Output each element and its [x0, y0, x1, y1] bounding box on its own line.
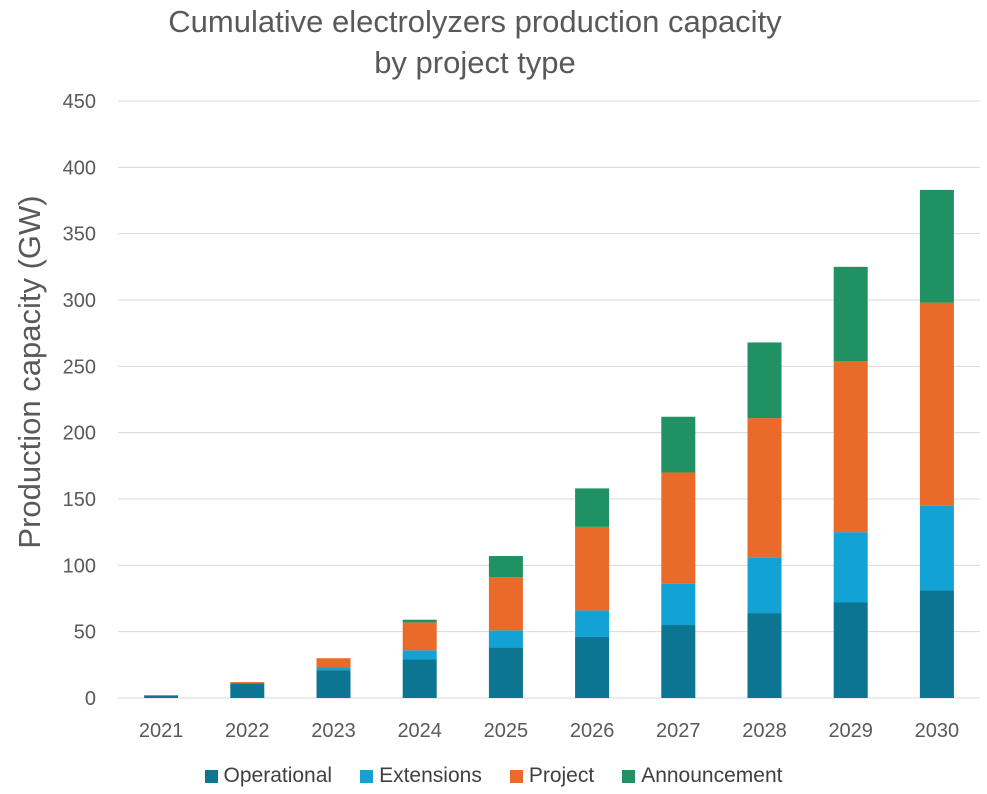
gridlines — [118, 100, 980, 699]
x-tick-labels: 2021 2022 2023 2024 2025 2026 2027 2028 2029 2030 — [139, 720, 959, 742]
legend-label: Operational — [223, 764, 333, 787]
legend-swatch — [509, 769, 523, 783]
bar-segment-extensions-2025 — [488, 630, 523, 648]
bar-segment-project-2029 — [833, 361, 868, 533]
legend: Operational Extensions Project Announcement — [0, 764, 987, 788]
y-tick-label: 250 — [63, 356, 96, 378]
bar-segment-operational-2022 — [230, 683, 265, 698]
legend-label: Project — [528, 764, 595, 787]
y-tick-label: 350 — [63, 224, 96, 246]
y-tick-label: 450 — [63, 91, 96, 113]
legend-swatch — [360, 769, 374, 783]
y-tick-label: 200 — [63, 423, 96, 445]
legend-item-announcement: Announcement — [622, 764, 782, 788]
bar-segment-project-2022 — [230, 682, 265, 684]
x-tick-label: 2028 — [742, 720, 787, 742]
x-tick-label: 2023 — [311, 720, 356, 742]
bar-segment-project-2028 — [747, 418, 782, 558]
bar-segment-operational-2023 — [316, 670, 351, 698]
x-tick-label: 2026 — [570, 720, 615, 742]
bar-segment-operational-2027 — [661, 625, 696, 698]
bar-segment-extensions-2030 — [919, 505, 954, 591]
bar-segment-operational-2028 — [747, 613, 782, 698]
bar-segment-project-2023 — [316, 658, 351, 668]
bar-segment-announcement-2028 — [747, 342, 782, 419]
y-tick-label: 100 — [63, 555, 96, 577]
bar-segment-announcement-2027 — [661, 416, 696, 473]
bar-segment-extensions-2024 — [402, 650, 437, 660]
legend-swatch — [622, 769, 636, 783]
chart-title-line-2: by project type — [374, 45, 576, 80]
x-tick-label: 2021 — [139, 720, 184, 742]
x-tick-label: 2030 — [915, 720, 960, 742]
bar-segment-announcement-2024 — [402, 619, 437, 623]
legend-label: Announcement — [641, 764, 783, 787]
bar-segment-project-2030 — [919, 302, 954, 506]
bar-segment-extensions-2028 — [747, 557, 782, 614]
y-tick-label: 400 — [63, 157, 96, 179]
bar-segment-operational-2025 — [488, 647, 523, 698]
legend-item-operational: Operational — [204, 764, 333, 788]
bar-segment-extensions-2027 — [661, 583, 696, 626]
bars — [144, 189, 954, 698]
x-tick-label: 2029 — [828, 720, 873, 742]
bar-segment-announcement-2029 — [833, 266, 868, 362]
y-axis-label: Production capacity (GW) — [12, 195, 47, 549]
bar-segment-project-2027 — [661, 472, 696, 584]
chart-title-line-1: Cumulative electrolyzers production capa… — [168, 4, 782, 39]
y-tick-label: 150 — [63, 489, 96, 511]
bar-segment-operational-2024 — [402, 659, 437, 698]
bar-segment-announcement-2025 — [488, 556, 523, 578]
bar-segment-project-2025 — [488, 577, 523, 631]
bar-segment-operational-2026 — [575, 636, 610, 698]
bar-segment-operational-2021 — [144, 695, 179, 698]
legend-item-extensions: Extensions — [360, 764, 482, 788]
bar-segment-extensions-2029 — [833, 532, 868, 603]
y-tick-label: 300 — [63, 290, 96, 312]
bar-segment-project-2026 — [575, 526, 610, 611]
y-tick-label: 0 — [85, 688, 96, 710]
x-tick-label: 2022 — [225, 720, 270, 742]
x-tick-label: 2025 — [484, 720, 529, 742]
bar-segment-announcement-2026 — [575, 488, 610, 527]
bar-segment-extensions-2026 — [575, 610, 610, 637]
y-tick-label: 50 — [74, 622, 96, 644]
x-tick-label: 2024 — [397, 720, 442, 742]
legend-swatch — [204, 769, 218, 783]
bar-segment-extensions-2023 — [316, 667, 351, 671]
bar-segment-project-2024 — [402, 622, 437, 651]
legend-item-project: Project — [509, 764, 595, 788]
bar-segment-operational-2030 — [919, 590, 954, 698]
y-tick-labels: 0 50 100 150 200 250 300 350 400 450 — [63, 91, 96, 710]
legend-label: Extensions — [379, 764, 482, 787]
x-tick-label: 2027 — [656, 720, 701, 742]
bar-segment-announcement-2030 — [919, 189, 954, 303]
bar-segment-operational-2029 — [833, 602, 868, 698]
